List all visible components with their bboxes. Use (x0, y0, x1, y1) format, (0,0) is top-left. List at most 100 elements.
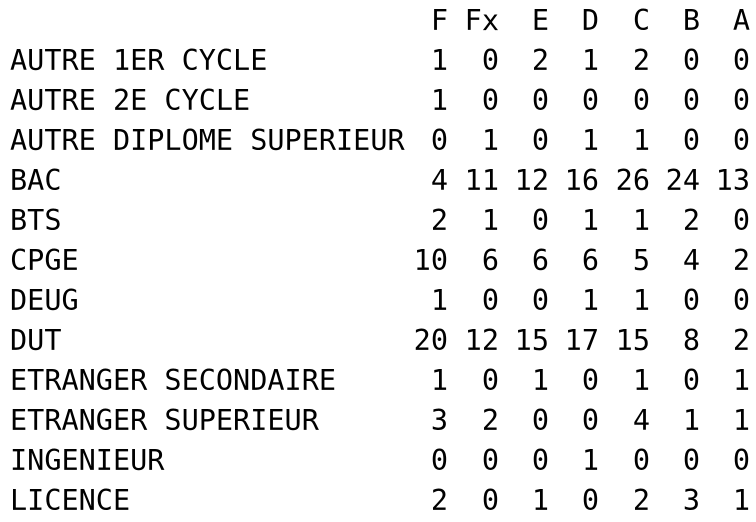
table-cell: 0 (531, 284, 549, 317)
table-row: AUTRE 2E CYCLE 1 0 0 0 0 0 0 (10, 81, 750, 121)
table-cell: 0 (581, 364, 599, 397)
table-cell: 1 (632, 284, 650, 317)
table-cell: 0 (430, 444, 448, 477)
table-cell: 5 (632, 244, 650, 277)
table-row: ETRANGER SUPERIEUR 3 2 0 0 4 1 1 (10, 401, 750, 441)
table-cell: 8 (682, 324, 700, 357)
table-row: LICENCE 2 0 1 0 2 3 1 (10, 481, 750, 521)
table-row: DEUG 1 0 0 1 1 0 0 (10, 281, 750, 321)
table-cell: 17 (564, 324, 599, 357)
table-cell: 0 (732, 124, 750, 157)
table-cell: 20 (413, 324, 448, 357)
table-row: BAC 4 11 12 16 26 24 13 (10, 161, 750, 201)
row-label: AUTRE DIPLOME SUPERIEUR (10, 124, 405, 157)
table-cell: 2 (430, 204, 448, 237)
table-cell: 1 (632, 364, 650, 397)
row-label: CPGE (10, 244, 79, 277)
table-row: DUT 20 12 15 17 15 8 2 (10, 321, 750, 361)
table-cell: 1 (430, 44, 448, 77)
table-cell: 0 (682, 84, 700, 117)
table-cell: 0 (732, 204, 750, 237)
table-row: CPGE 10 6 6 6 5 4 2 (10, 241, 750, 281)
table-cell: 24 (665, 164, 700, 197)
header-row: F Fx E D C B A (10, 1, 750, 41)
table-cell: 0 (531, 84, 549, 117)
column-header-c: C (632, 4, 650, 37)
table-cell: 0 (581, 84, 599, 117)
table-cell: 4 (632, 404, 650, 437)
table-cell: 1 (732, 404, 750, 437)
table-cell: 0 (732, 84, 750, 117)
table-cell: 2 (682, 204, 700, 237)
column-header-f: F (430, 4, 448, 37)
table-row: BTS 2 1 0 1 1 2 0 (10, 201, 750, 241)
table-cell: 0 (531, 124, 549, 157)
table-cell: 1 (531, 364, 549, 397)
table-row: ETRANGER SECONDAIRE 1 0 1 0 1 0 1 (10, 361, 750, 401)
table-cell: 0 (531, 404, 549, 437)
table-cell: 1 (430, 84, 448, 117)
table-cell: 1 (581, 444, 599, 477)
row-names-header (10, 1, 412, 41)
table-cell: 0 (581, 484, 599, 517)
table-cell: 1 (531, 484, 549, 517)
table-cell: 0 (481, 84, 499, 117)
table-cell: 1 (481, 124, 499, 157)
table-cell: 12 (514, 164, 549, 197)
table-cell: 1 (581, 284, 599, 317)
row-label: BTS (10, 204, 62, 237)
table-row: AUTRE 1ER CYCLE 1 0 2 1 2 0 0 (10, 41, 750, 81)
row-label: AUTRE 1ER CYCLE (10, 44, 268, 77)
table-cell: 0 (481, 44, 499, 77)
table-cell: 0 (481, 444, 499, 477)
table-cell: 0 (632, 444, 650, 477)
column-header-b: B (682, 4, 700, 37)
table-row: INGENIEUR 0 0 0 1 0 0 0 (10, 441, 750, 481)
table-cell: 2 (430, 484, 448, 517)
table-cell: 6 (581, 244, 599, 277)
row-label: DEUG (10, 284, 79, 317)
table-cell: 1 (632, 204, 650, 237)
table-cell: 0 (632, 84, 650, 117)
column-header-fx: Fx (464, 4, 499, 37)
row-label: BAC (10, 164, 62, 197)
table-cell: 12 (464, 324, 499, 357)
table-cell: 0 (531, 204, 549, 237)
table-cell: 0 (581, 404, 599, 437)
column-header-a: A (732, 4, 750, 37)
table-cell: 1 (732, 364, 750, 397)
table-row: AUTRE DIPLOME SUPERIEUR 0 1 0 1 1 0 0 (10, 121, 750, 161)
table-cell: 15 (615, 324, 650, 357)
table-cell: 1 (581, 124, 599, 157)
table-cell: 13 (715, 164, 750, 197)
table-cell: 2 (481, 404, 499, 437)
table-cell: 4 (430, 164, 448, 197)
row-label: INGENIEUR (10, 444, 165, 477)
table-cell: 2 (732, 324, 750, 357)
table-cell: 0 (531, 444, 549, 477)
table-cell: 0 (682, 124, 700, 157)
table-cell: 2 (632, 44, 650, 77)
table-cell: 0 (682, 444, 700, 477)
table-cell: 1 (430, 284, 448, 317)
table-cell: 0 (481, 484, 499, 517)
table-cell: 2 (732, 244, 750, 277)
table-cell: 0 (481, 284, 499, 317)
table-cell: 2 (632, 484, 650, 517)
table-cell: 1 (732, 484, 750, 517)
table-cell: 10 (413, 244, 448, 277)
table-cell: 1 (581, 204, 599, 237)
table-cell: 4 (682, 244, 700, 277)
table-cell: 3 (682, 484, 700, 517)
column-header-d: D (581, 4, 599, 37)
table-cell: 0 (732, 44, 750, 77)
table-cell: 0 (682, 284, 700, 317)
table-cell: 6 (531, 244, 549, 277)
row-label: ETRANGER SECONDAIRE (10, 364, 337, 397)
table-cell: 1 (632, 124, 650, 157)
table-body: AUTRE 1ER CYCLE 1 0 2 1 2 0 0 AUTRE 2E CYCLE 1 0 0 0… (10, 41, 750, 521)
table-cell: 2 (531, 44, 549, 77)
row-label: DUT (10, 324, 62, 357)
table-cell: 6 (481, 244, 499, 277)
